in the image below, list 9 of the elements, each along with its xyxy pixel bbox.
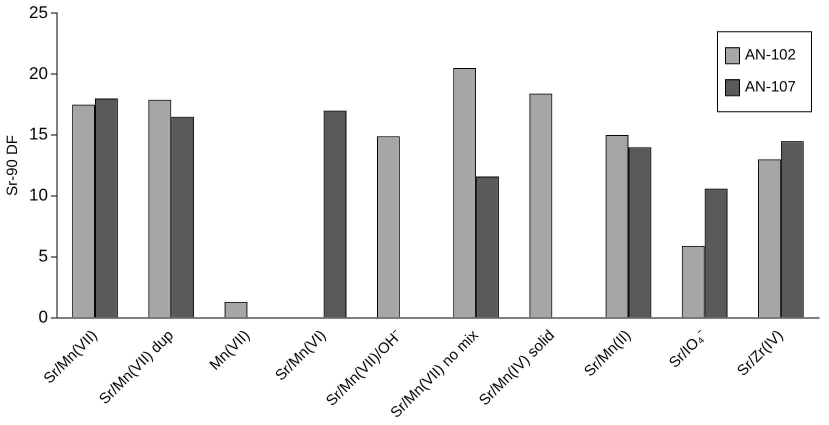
legend-label: AN-107	[745, 78, 796, 96]
y-tick-label: 25	[28, 2, 48, 22]
y-tick-label: 20	[28, 64, 48, 83]
y-tick-label: 0	[38, 307, 48, 326]
y-tick-label: 5	[38, 246, 48, 266]
y-tick-label: 10	[28, 186, 48, 205]
legend-label: AN-102	[745, 46, 796, 64]
y-axis-title: Sr-90 DF	[4, 135, 22, 196]
y-tick-label: 15	[28, 124, 48, 144]
